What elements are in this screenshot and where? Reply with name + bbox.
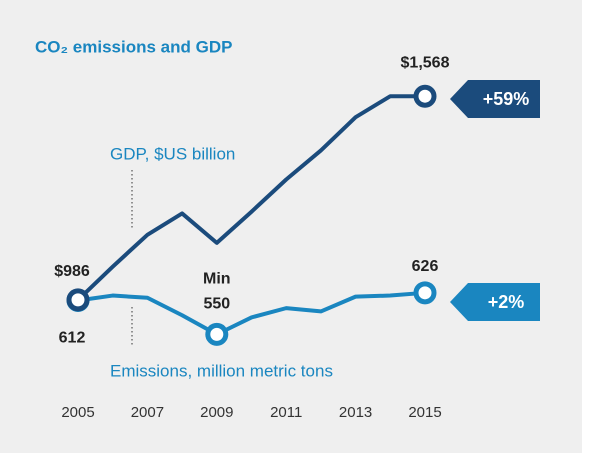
badge-text: +59% xyxy=(483,89,530,109)
data-label: $1,568 xyxy=(401,54,450,71)
line xyxy=(77,290,426,337)
annotation: Min xyxy=(203,271,231,288)
badge xyxy=(450,283,540,321)
x-tick-label: 2007 xyxy=(131,404,164,421)
data-label: 626 xyxy=(412,258,439,275)
x-tick-label: 2005 xyxy=(61,404,94,421)
x-tick-label: 2013 xyxy=(339,404,372,421)
x-tick-label: 2009 xyxy=(200,404,233,421)
x-tick-label: 2011 xyxy=(270,404,302,421)
point-marker xyxy=(205,322,229,346)
chart-title: CO₂ emissions and GDP xyxy=(35,37,232,56)
data-label: 550 xyxy=(203,296,230,313)
badge xyxy=(450,80,540,118)
badge-text: +2% xyxy=(488,292,525,312)
point-marker xyxy=(413,281,437,305)
panel xyxy=(0,0,582,453)
point-marker xyxy=(66,288,90,312)
point-marker xyxy=(413,84,437,108)
series-label: Emissions, million metric tons xyxy=(110,361,333,380)
data-label: 612 xyxy=(59,330,86,347)
x-tick-label: 2015 xyxy=(408,404,441,421)
data-label: $986 xyxy=(54,263,90,280)
line xyxy=(76,94,425,302)
series-label: GDP, $US billion xyxy=(110,144,235,163)
